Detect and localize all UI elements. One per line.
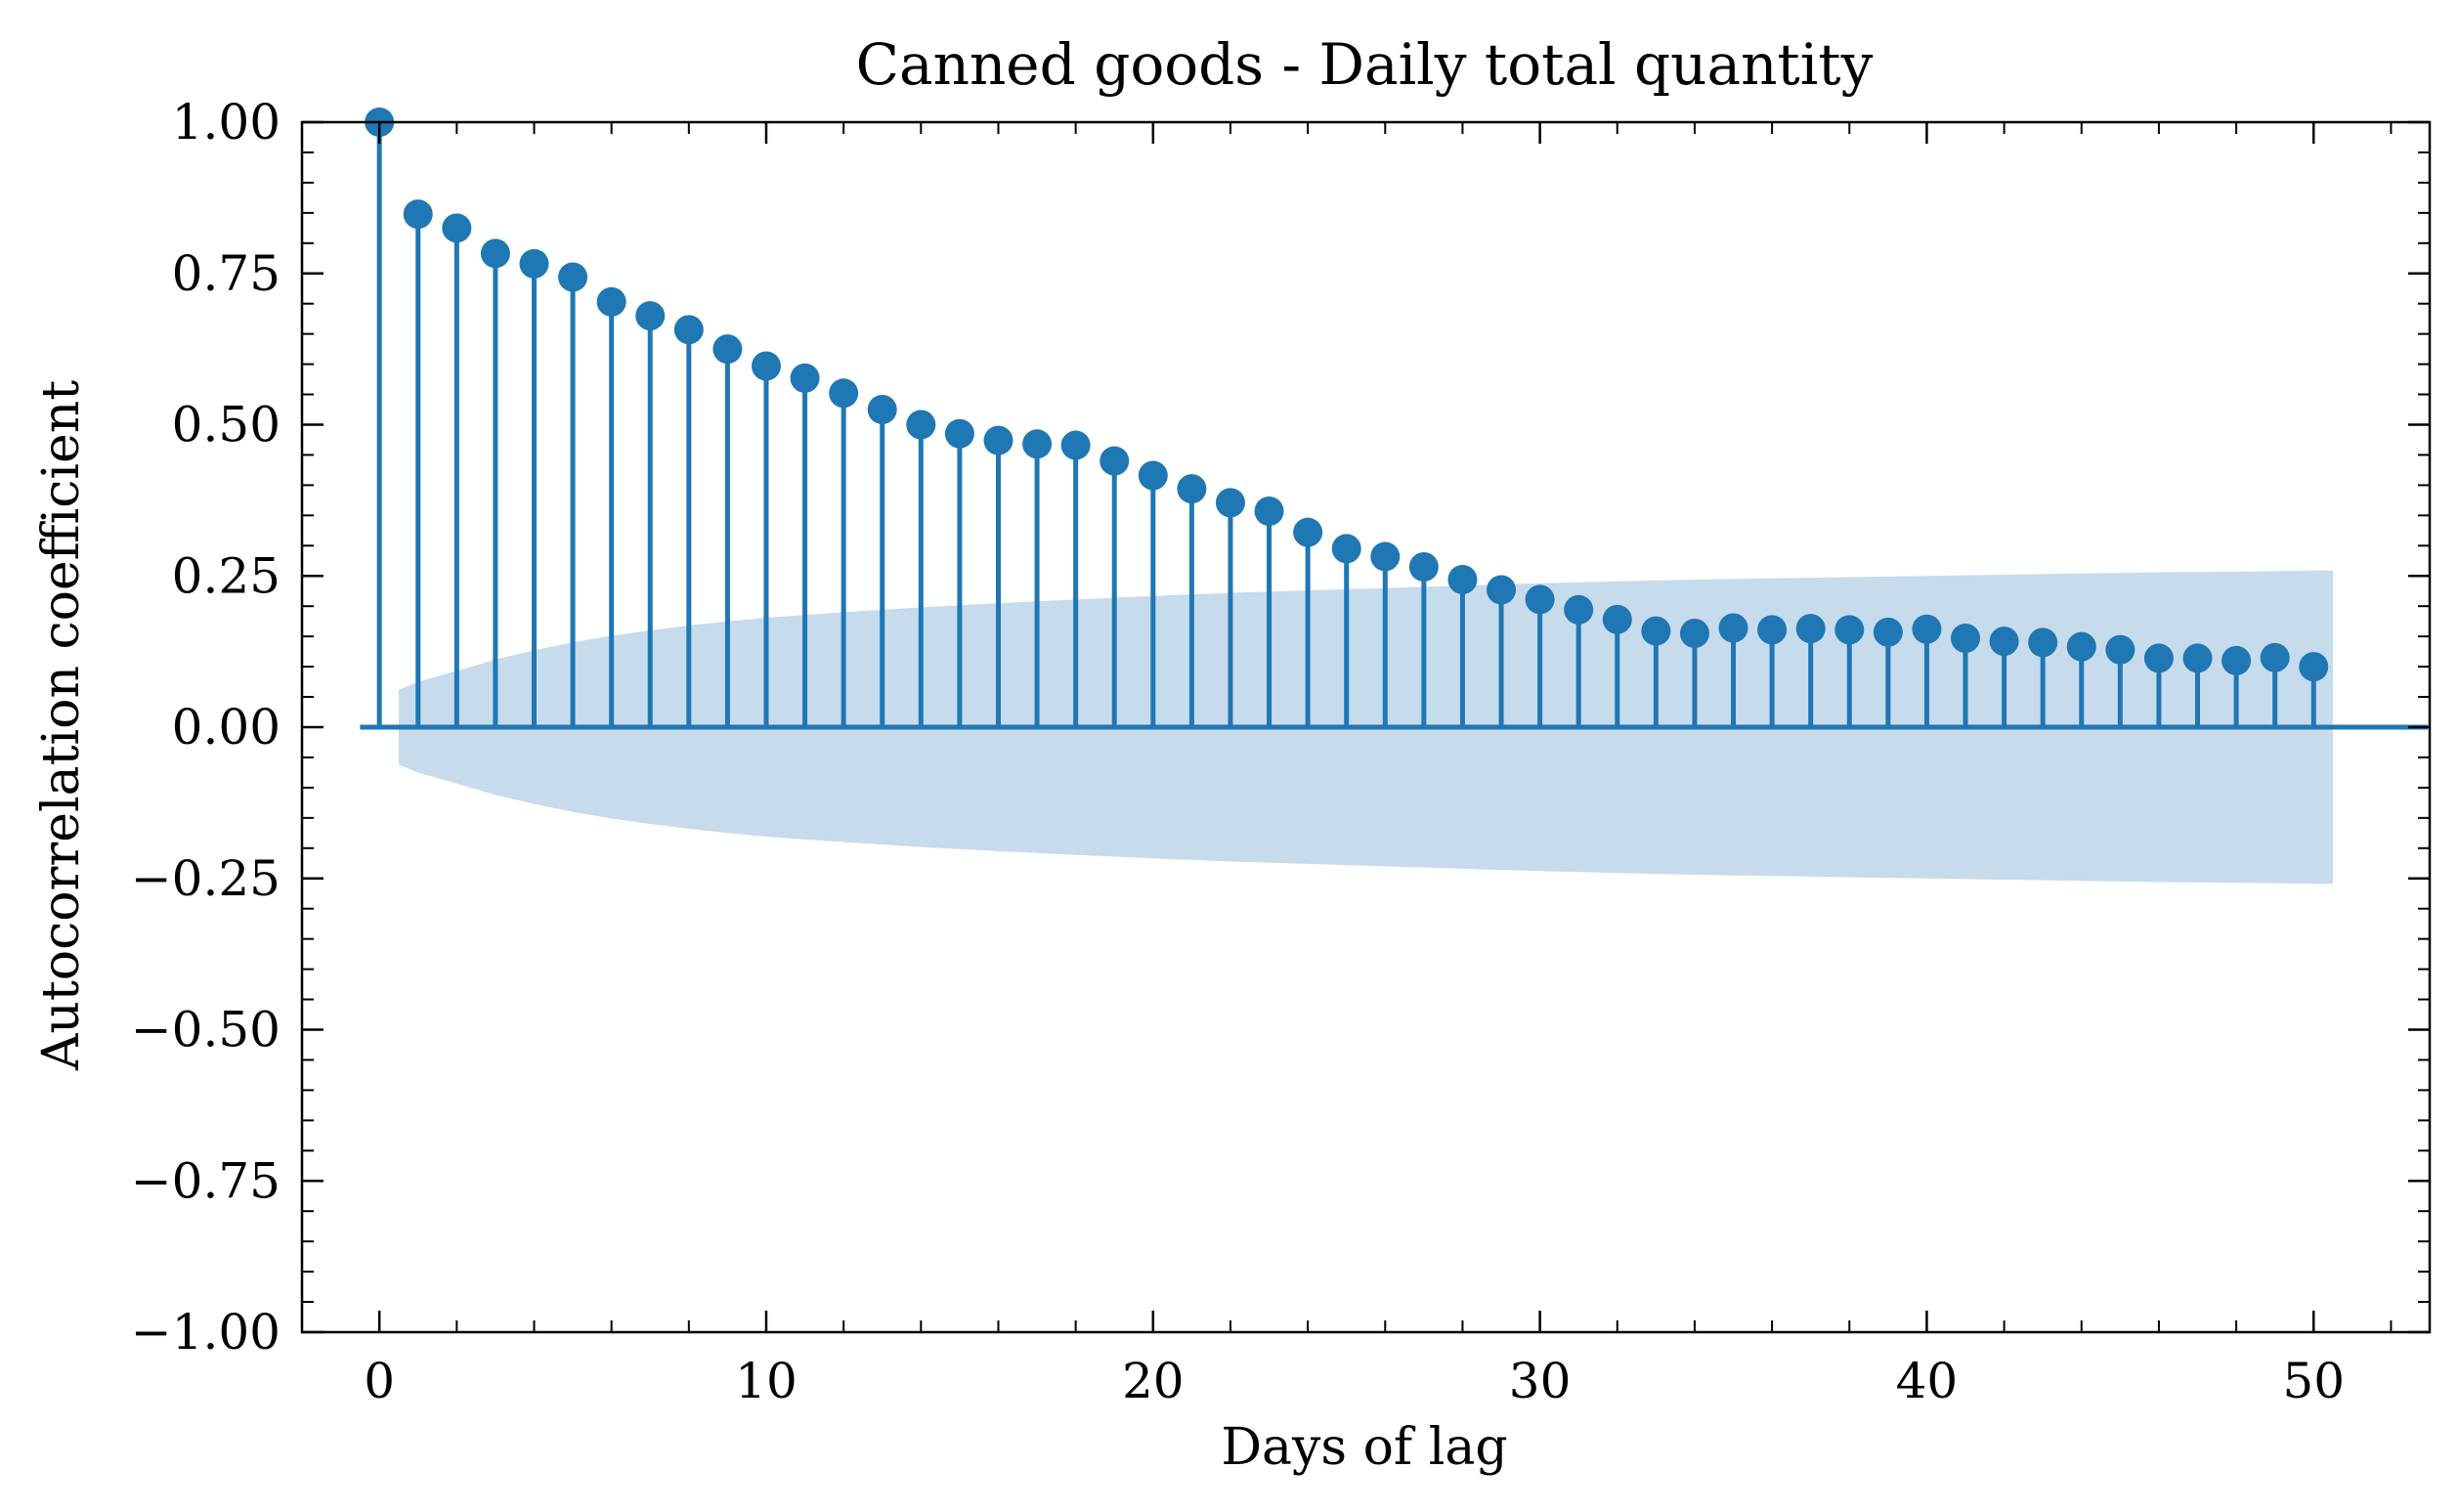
stem-marker [2299, 652, 2329, 682]
axes-layer: 0 10 20 30 40 50 −1.00 −0.75 −0.50 −0.25 0.00 0.25 0… [131, 94, 2432, 1409]
x-tick-label: 10 [735, 1353, 798, 1409]
stem-marker [1525, 584, 1555, 615]
stem-marker [1215, 488, 1245, 518]
y-tick-label: −0.25 [131, 850, 280, 907]
x-tick-label: 20 [1122, 1353, 1185, 1409]
y-axis-label: Autocorrelation coefficient [32, 380, 91, 1071]
stem-marker [1293, 517, 1323, 547]
stem-marker [2143, 643, 2174, 673]
stem-marker [2028, 627, 2058, 658]
stem-marker [403, 199, 433, 230]
stem-marker [1641, 616, 1671, 646]
stem-marker [1679, 619, 1709, 649]
stem-marker [1408, 551, 1439, 582]
stem-marker [1254, 497, 1284, 527]
stem-marker [1487, 575, 1517, 605]
chart-title: Canned goods - Daily total quantity [856, 31, 1874, 98]
x-tick-label: 0 [364, 1353, 395, 1409]
stem-marker [944, 418, 974, 449]
x-axis-label: Days of lag [1221, 1418, 1507, 1477]
stem-marker [1370, 541, 1401, 572]
y-tick-label: −0.75 [131, 1152, 280, 1209]
stem-marker [635, 301, 666, 331]
stem-marker [519, 248, 549, 279]
stem-marker [480, 238, 510, 269]
stem-marker [790, 363, 820, 393]
stem-marker [2222, 645, 2252, 675]
stem-marker [2066, 631, 2096, 662]
stem-marker [673, 315, 704, 345]
y-tick-label: 0.00 [172, 699, 280, 756]
y-tick-label: 1.00 [172, 94, 280, 151]
stem-marker [1100, 446, 1130, 476]
stem-marker [1331, 534, 1361, 564]
x-tick-label: 50 [2282, 1353, 2345, 1409]
stem-marker [1795, 614, 1826, 644]
stem-marker [596, 286, 626, 317]
stem-marker [829, 378, 859, 409]
stem-marker [751, 351, 781, 381]
stem-marker [2182, 643, 2213, 673]
stems-layer [360, 108, 2428, 730]
stem-marker [1834, 615, 1865, 645]
stem-marker [1718, 613, 1748, 643]
stem-marker [983, 425, 1014, 455]
stem-marker [1138, 460, 1168, 491]
y-tick-label: −0.50 [131, 1002, 280, 1058]
stem-marker [1912, 614, 1942, 644]
stem-marker [1060, 430, 1091, 460]
stem-marker [558, 262, 588, 292]
stem-marker [1873, 617, 1903, 647]
stem-marker [1177, 474, 1207, 504]
stem-marker [2105, 634, 2135, 665]
stem-marker [1022, 429, 1053, 459]
y-tick-label: 0.75 [172, 245, 280, 302]
x-tick-label: 40 [1896, 1353, 1959, 1409]
stem-marker [1989, 626, 2019, 657]
x-tick-label: 30 [1509, 1353, 1572, 1409]
stem-marker [442, 213, 472, 243]
stem-marker [1447, 564, 1478, 594]
y-tick-label: 0.25 [172, 547, 280, 604]
y-tick-label: −1.00 [131, 1304, 280, 1361]
stem-marker [1564, 594, 1594, 625]
stem-marker [867, 395, 897, 425]
stem-marker [2260, 642, 2290, 672]
stem-marker [1602, 604, 1632, 634]
stem-marker [1757, 615, 1788, 645]
stem-marker [906, 410, 936, 440]
stem-marker [1951, 624, 1981, 654]
y-tick-label: 0.50 [172, 397, 280, 454]
stem-marker [712, 334, 743, 365]
